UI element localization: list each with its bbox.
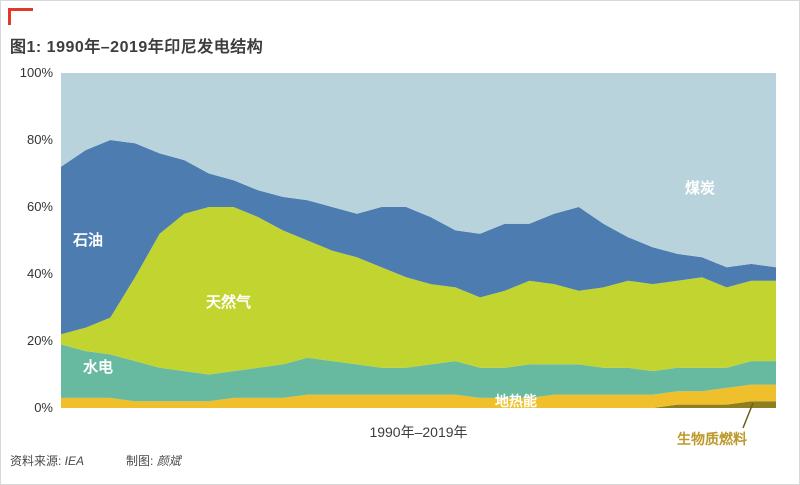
area-geothermal <box>61 384 776 408</box>
area-natural-gas <box>61 207 776 375</box>
biomass-leader-line <box>742 402 754 429</box>
y-axis-tick-label: 100% <box>19 65 53 80</box>
y-axis-tick-label: 80% <box>26 132 53 147</box>
credit-prefix: 制图: <box>126 454 157 468</box>
source-prefix: 资料来源: <box>10 454 65 468</box>
y-axis-tick-label: 60% <box>26 199 53 214</box>
source-credit-line: 资料来源: IEA 制图: 颜斌 <box>10 452 181 469</box>
red-corner-mark <box>8 8 33 25</box>
area-coal <box>61 73 776 268</box>
plot-area <box>61 73 776 408</box>
y-axis-tick-label: 20% <box>26 333 53 348</box>
credit-value: 颜斌 <box>156 454 181 468</box>
chart-title: 图1: 1990年–2019年印尼发电结构 <box>10 39 264 56</box>
area-oil <box>61 140 776 335</box>
area-hydro <box>61 344 776 402</box>
x-axis-label: 1990年–2019年 <box>369 424 468 440</box>
y-axis-tick-label: 0% <box>34 400 53 415</box>
source-value: IEA <box>64 454 85 468</box>
y-axis-tick-label: 40% <box>26 266 53 281</box>
area-biomass <box>61 401 776 408</box>
stacked-area-chart <box>61 73 776 408</box>
